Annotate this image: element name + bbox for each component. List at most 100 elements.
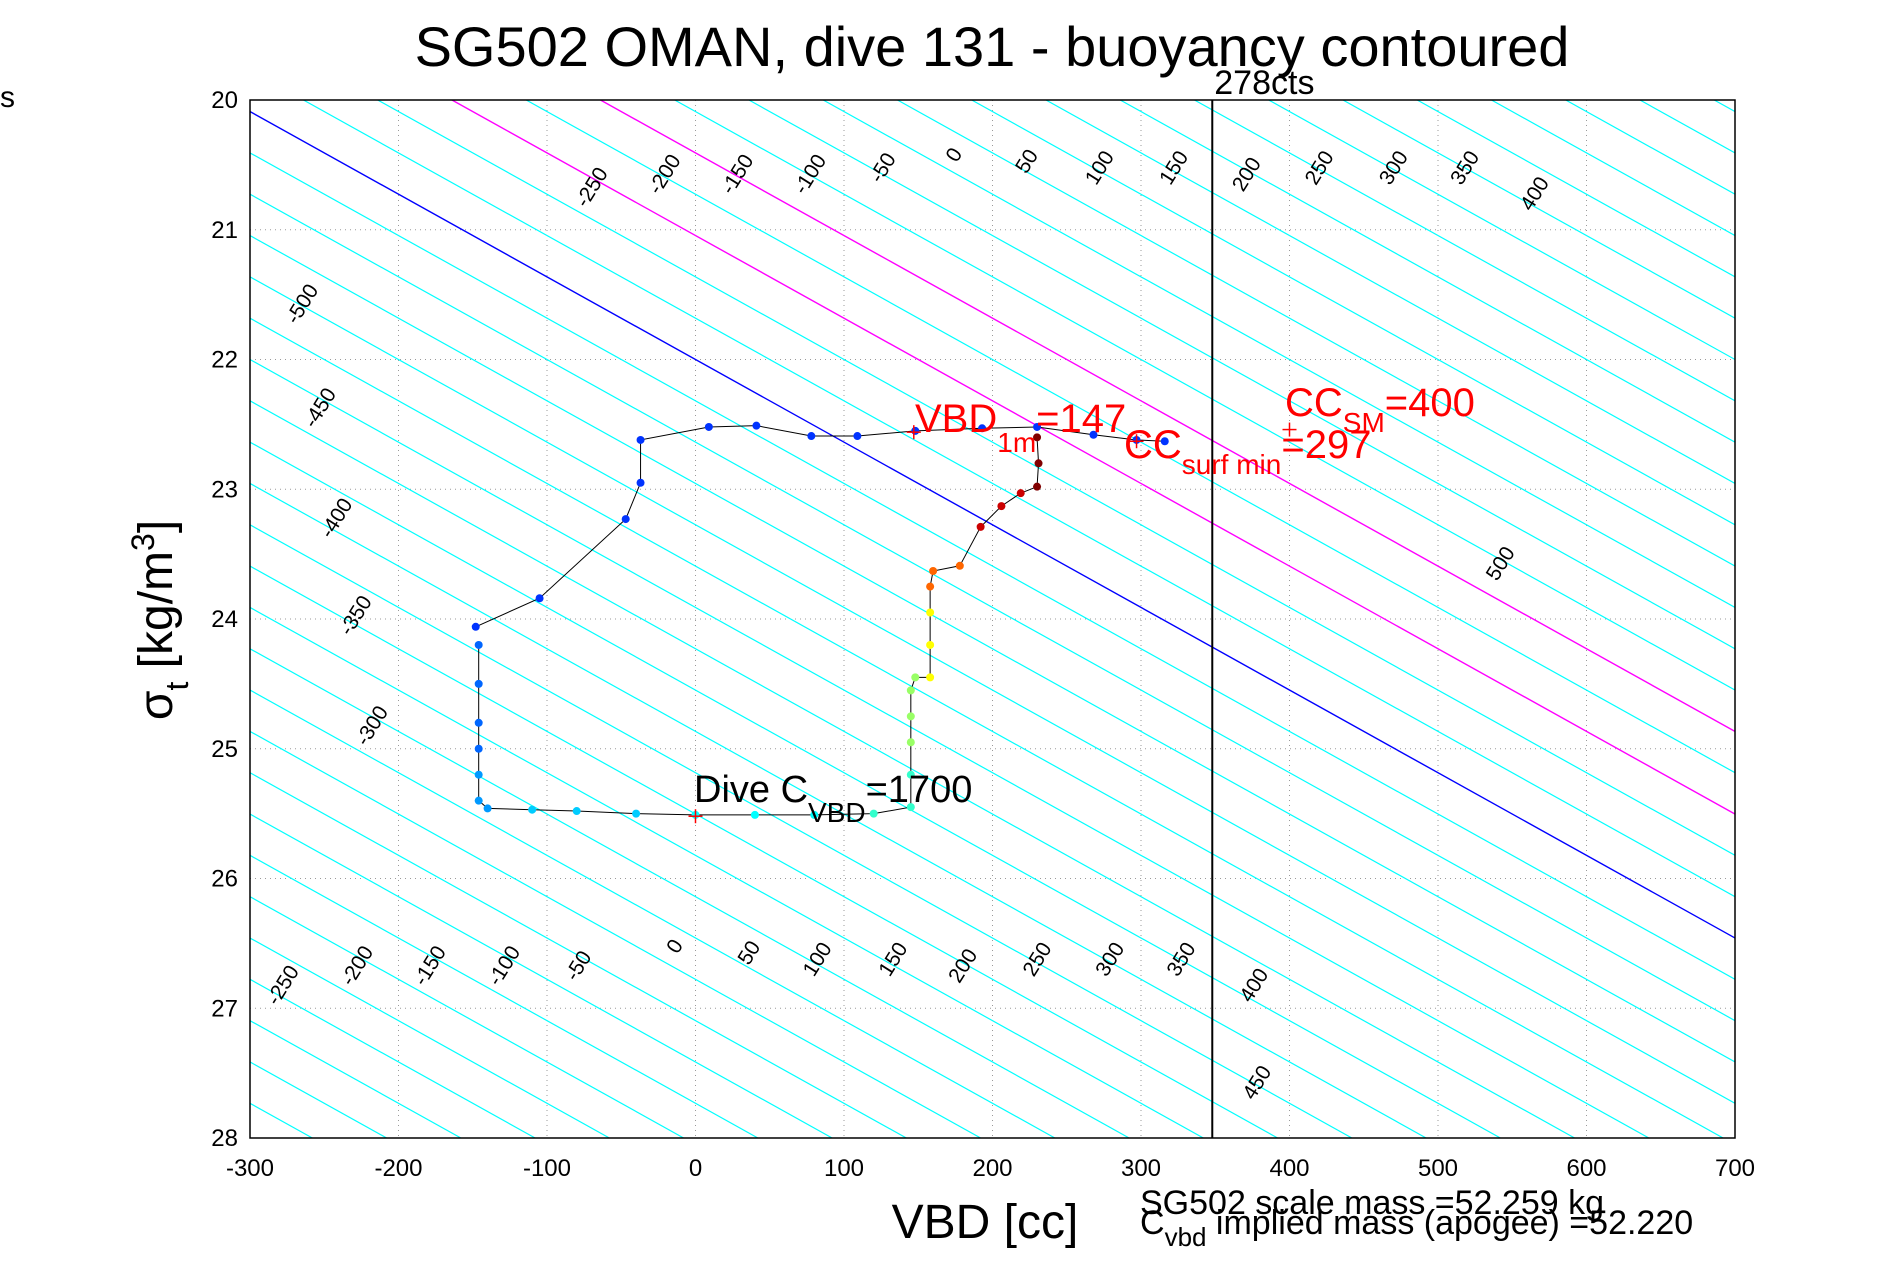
contour-line: [1565, 100, 1735, 195]
contour-label: 150: [1155, 147, 1193, 189]
contour-line: [250, 152, 1735, 981]
contour-line: [897, 100, 1735, 567]
contour-line: [250, 358, 1650, 1138]
contour-line: [250, 441, 1501, 1138]
contour-line: [250, 689, 1056, 1138]
contour-line: [250, 730, 981, 1138]
cc-sm-main: CC: [1285, 381, 1343, 425]
plot-frame: [249, 99, 1736, 1139]
contour-label: 100: [799, 938, 837, 980]
contour-label: -250: [262, 961, 304, 1009]
cc-surf-min-value: =297: [1281, 423, 1371, 467]
contour-line: [250, 895, 684, 1138]
contour-line: [1416, 100, 1735, 278]
contour-line: [674, 100, 1735, 691]
dive-point: [1034, 459, 1043, 468]
contour-label: -150: [717, 150, 759, 198]
cc-sm-sub: SM: [1343, 407, 1385, 438]
y-tick-label: 27: [211, 995, 238, 1022]
y-tick-label: 23: [211, 476, 238, 503]
contour-label: -50: [561, 947, 597, 985]
x-axis-label: VBD [cc]: [892, 1196, 1079, 1249]
y-tick-label: 26: [211, 866, 238, 893]
dive-point: [906, 770, 915, 779]
cc-surf-min-main: CC: [1124, 423, 1182, 467]
contour-label: -400: [316, 494, 358, 542]
cc-surf-min-annotation: CCsurf min=297: [1124, 423, 1371, 480]
dive-point: [1016, 489, 1025, 498]
contour-line: [748, 100, 1735, 650]
dive-point: [976, 522, 985, 531]
y-tick-label: 22: [211, 347, 238, 374]
x-tick-label: 600: [1566, 1155, 1606, 1182]
dive-point: [528, 805, 537, 814]
trace-point: [1033, 422, 1042, 431]
y-axis-label-main: σ: [130, 691, 183, 721]
grid: [250, 100, 1735, 1138]
vbd-1m-sub: 1m: [997, 427, 1036, 458]
contour-label: 0: [941, 144, 967, 166]
contour-label: 400: [1516, 173, 1554, 215]
contour-label: -250: [571, 163, 613, 211]
x-tick-label: -100: [523, 1155, 571, 1182]
contour-label: 0: [662, 935, 688, 957]
dive-point: [926, 582, 935, 591]
y-axis-label-rest: [kg/m: [130, 551, 183, 682]
dive-point: [906, 803, 915, 812]
dive-point: [1033, 482, 1042, 491]
contour-line: [250, 276, 1735, 1104]
dive-c-vbd-value: =1700: [866, 769, 973, 811]
dive-c-vbd-sub: VBD: [808, 797, 866, 828]
contour-line: [303, 100, 1735, 898]
dive-point: [911, 673, 920, 682]
y-tick-label: 21: [211, 217, 238, 244]
contour-line: [1713, 100, 1735, 113]
y-axis-label: σt [kg/m3]: [125, 520, 195, 720]
contour-line-magenta: [451, 100, 1735, 815]
dive-point: [926, 608, 935, 617]
y-tick-labels: 20 21 22 23 24 25 26 27 28: [211, 87, 238, 1152]
x-tick-labels: -300 -200 -100 0 100 200 300 400 500 600 700: [226, 1155, 1755, 1182]
contour-line: [1491, 100, 1735, 237]
dive-point: [632, 809, 641, 818]
dive-point: [474, 770, 483, 779]
trace-point: [535, 594, 544, 603]
dive-point: [926, 673, 935, 682]
y-tick-label: 24: [211, 606, 238, 633]
corner-mark: s: [0, 81, 15, 114]
dive-point: [906, 686, 915, 695]
trace-point: [471, 622, 480, 631]
dive-point: [474, 744, 483, 753]
trace-point: [636, 435, 645, 444]
vbd-1m-main: VBD: [915, 397, 997, 441]
contour-label: -100: [789, 150, 831, 198]
implied-mass-main: C: [1140, 1204, 1165, 1242]
contour-line: [971, 100, 1735, 526]
plus-marker: [688, 809, 703, 824]
contour-line: [250, 772, 907, 1138]
plus-marker: [1282, 422, 1297, 437]
trace-point: [1160, 437, 1169, 446]
contour-line: [250, 978, 536, 1138]
x-tick-label: 200: [972, 1155, 1012, 1182]
dive-c-vbd-main: Dive C: [694, 769, 808, 811]
dive-point: [1033, 433, 1042, 442]
contour-line: [250, 813, 833, 1138]
contour-line: [1863, 100, 1891, 1138]
plus-marker: [906, 425, 921, 440]
dive-line: [478, 437, 1040, 816]
contour-label: 500: [1482, 543, 1520, 585]
trace-point: [704, 422, 713, 431]
x-tick-label: -200: [374, 1155, 422, 1182]
implied-mass-sub: vbd: [1165, 1222, 1207, 1252]
dive-point: [906, 738, 915, 747]
cc-surf-min-sub: surf min: [1182, 449, 1282, 480]
dive-point: [750, 810, 759, 819]
contour-label: 300: [1375, 147, 1413, 189]
dive-c-vbd-annotation: Dive CVBD=1700: [694, 769, 972, 828]
contour-line: [250, 937, 610, 1138]
contour-label: 200: [1228, 153, 1266, 195]
dive-point: [869, 809, 878, 818]
dive-point: [926, 640, 935, 649]
